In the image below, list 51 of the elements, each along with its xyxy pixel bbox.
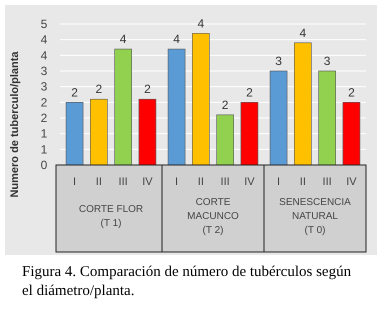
x-tick-label: CORTE MACUNCO (T 2) (187, 197, 240, 236)
bar (114, 48, 132, 166)
y-tick-label: 3 (40, 80, 48, 94)
bar (318, 70, 336, 166)
bar (66, 102, 84, 166)
text: Figura 4. Comparación de número de tubérculos según el diámetro/planta. (22, 264, 352, 299)
y-tick-label: 4 (40, 32, 48, 47)
y-tick-label: 2 (40, 111, 48, 125)
y-tick-label: 5 (40, 17, 48, 31)
data-label: 2 (96, 82, 103, 96)
text: III (322, 176, 332, 188)
data-label: 3 (275, 54, 282, 68)
y-tick-label: 1 (40, 126, 48, 141)
bar (216, 114, 234, 166)
text: IV (244, 176, 255, 188)
y-axis-title: Numero de tuberculo/planta (9, 50, 21, 198)
x-tick-label: CORTE FLOR (T 1) (78, 204, 144, 229)
data-label: 4 (173, 32, 180, 46)
bar (270, 70, 288, 166)
text: I (277, 176, 280, 188)
bar (90, 98, 108, 166)
data-label: 2 (222, 98, 229, 112)
text: II (198, 176, 204, 188)
y-tick-label: 1 (40, 142, 48, 156)
text: II (300, 176, 306, 188)
bar (168, 48, 186, 166)
y-tick-label: 3 (40, 64, 48, 78)
series-label: I (73, 176, 76, 188)
y-tick-label: 0 (40, 158, 48, 172)
text: IV (346, 176, 357, 188)
bar (192, 33, 210, 166)
series-label: II (96, 176, 102, 188)
data-label: 2 (71, 85, 78, 100)
data-label: 2 (348, 85, 356, 100)
y-tick-label: 4 (40, 48, 48, 62)
data-label: 2 (144, 82, 152, 96)
bar (240, 102, 258, 166)
data-label: 2 (246, 85, 254, 100)
data-label: 4 (198, 16, 205, 30)
bar (342, 102, 360, 166)
series-label: IV (142, 176, 154, 188)
y-tick-label: 2 (40, 95, 48, 110)
text: III (220, 176, 230, 188)
bar (294, 42, 312, 166)
text: I (175, 176, 178, 188)
bar (138, 98, 156, 166)
data-label: 4 (300, 26, 307, 40)
data-label: 3 (324, 54, 331, 68)
series-label: III (118, 176, 128, 188)
data-label: 4 (120, 32, 127, 46)
x-tick-label: SENESCENCIA NATURAL (T 0) (279, 197, 352, 236)
